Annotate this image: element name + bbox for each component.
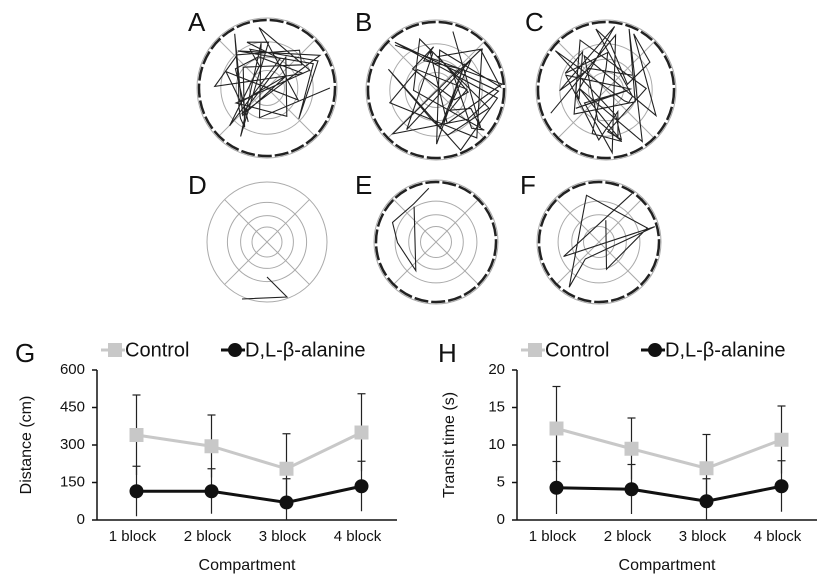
x-tick-label: 2 block bbox=[184, 528, 232, 545]
data-point bbox=[550, 422, 564, 436]
data-point bbox=[700, 494, 714, 508]
x-tick-label: 4 block bbox=[754, 528, 802, 545]
track-panel bbox=[374, 180, 498, 304]
legend-label: D,L-β-alanine bbox=[245, 339, 365, 361]
y-axis-title: Distance (cm) bbox=[18, 396, 35, 495]
y-tick-label: 300 bbox=[60, 436, 85, 453]
y-tick-label: 450 bbox=[60, 398, 85, 415]
series-line bbox=[137, 486, 362, 502]
panel-label: E bbox=[355, 170, 372, 200]
track-panel bbox=[536, 20, 676, 160]
panel-label: H bbox=[438, 338, 457, 368]
data-point bbox=[700, 461, 714, 475]
legend-label: Control bbox=[125, 339, 189, 361]
data-point bbox=[355, 479, 369, 493]
track-panel bbox=[537, 180, 661, 304]
series-line bbox=[137, 433, 362, 469]
x-axis-title: Compartment bbox=[199, 557, 296, 574]
legend-label: Control bbox=[545, 339, 609, 361]
track-panel bbox=[207, 182, 327, 302]
y-tick-label: 10 bbox=[488, 436, 505, 453]
y-tick-label: 0 bbox=[77, 511, 85, 528]
x-tick-label: 1 block bbox=[529, 528, 577, 545]
figure: ABCDEFG01503004506001 block2 block3 bloc… bbox=[0, 0, 833, 575]
y-tick-label: 15 bbox=[488, 398, 505, 415]
y-tick-label: 150 bbox=[60, 473, 85, 490]
x-tick-label: 4 block bbox=[334, 528, 382, 545]
data-point bbox=[355, 426, 369, 440]
track-panel bbox=[366, 20, 506, 160]
series-line bbox=[557, 486, 782, 501]
y-tick-label: 0 bbox=[497, 511, 505, 528]
x-tick-label: 3 block bbox=[259, 528, 307, 545]
series-line bbox=[557, 429, 782, 469]
y-tick-label: 5 bbox=[497, 473, 505, 490]
legend-label: D,L-β-alanine bbox=[665, 339, 785, 361]
y-tick-label: 20 bbox=[488, 361, 505, 378]
data-point bbox=[625, 482, 639, 496]
panel-label: G bbox=[15, 338, 35, 368]
track-panel bbox=[197, 18, 337, 158]
y-tick-label: 600 bbox=[60, 361, 85, 378]
x-tick-label: 2 block bbox=[604, 528, 652, 545]
track-path bbox=[551, 27, 656, 153]
data-point bbox=[205, 484, 219, 498]
x-tick-label: 3 block bbox=[679, 528, 727, 545]
y-axis-title: Transit time (s) bbox=[441, 392, 458, 498]
panel-label: D bbox=[188, 170, 207, 200]
data-point bbox=[775, 479, 789, 493]
track-path bbox=[242, 277, 287, 299]
data-point bbox=[130, 484, 144, 498]
data-point bbox=[775, 433, 789, 447]
panel-label: C bbox=[525, 7, 544, 37]
data-point bbox=[280, 496, 294, 510]
panel-label: B bbox=[355, 7, 372, 37]
panel-label: A bbox=[188, 7, 206, 37]
x-tick-label: 1 block bbox=[109, 528, 157, 545]
data-point bbox=[130, 428, 144, 442]
data-point bbox=[625, 442, 639, 456]
data-point bbox=[205, 439, 219, 453]
x-axis-title: Compartment bbox=[619, 557, 716, 574]
data-point bbox=[550, 481, 564, 495]
data-point bbox=[280, 462, 294, 476]
panel-label: F bbox=[520, 170, 536, 200]
